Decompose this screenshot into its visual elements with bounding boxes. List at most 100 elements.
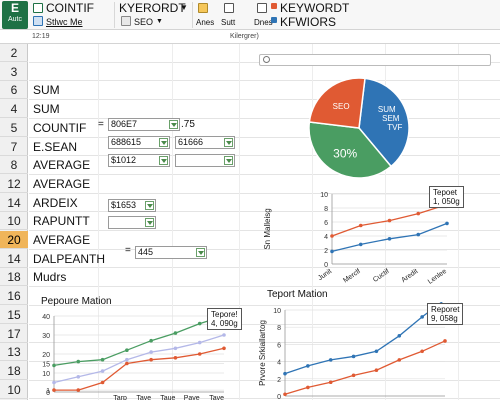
- row-header[interactable]: 10: [0, 381, 28, 399]
- row-header[interactable]: 8: [0, 156, 28, 175]
- data-point[interactable]: [52, 388, 56, 392]
- average-dropdown-2-icon[interactable]: [224, 156, 233, 165]
- data-point[interactable]: [52, 363, 56, 368]
- data-point[interactable]: [125, 361, 129, 366]
- data-point[interactable]: [328, 380, 333, 385]
- row-header[interactable]: 2: [0, 44, 28, 62]
- ardeix-dropdown-icon[interactable]: [145, 201, 154, 210]
- data-point[interactable]: [387, 237, 392, 241]
- cell-label[interactable]: AVERAGE: [33, 176, 91, 191]
- average-input[interactable]: $1012: [108, 154, 170, 167]
- pie-slice[interactable]: [308, 77, 366, 129]
- rapuntt-input[interactable]: [108, 216, 156, 229]
- data-point[interactable]: [420, 349, 424, 354]
- chart-search-input[interactable]: [259, 54, 491, 66]
- data-point[interactable]: [197, 321, 202, 326]
- data-point[interactable]: [283, 371, 287, 376]
- data-point[interactable]: [197, 340, 202, 345]
- data-point[interactable]: [416, 211, 421, 216]
- row-header[interactable]: 15: [0, 306, 28, 324]
- data-point[interactable]: [358, 223, 363, 228]
- cell-label[interactable]: AVERAGE: [33, 158, 91, 173]
- data-point[interactable]: [222, 333, 226, 337]
- row-header[interactable]: 4: [0, 100, 28, 119]
- keyword-button-2[interactable]: KEYWORDT: [280, 1, 350, 15]
- row-header[interactable]: 14: [0, 194, 28, 212]
- data-point[interactable]: [328, 358, 333, 362]
- seo-button[interactable]: SEO: [134, 17, 154, 27]
- data-point[interactable]: [125, 348, 129, 352]
- data-point[interactable]: [52, 380, 56, 385]
- esean-dropdown-1-icon[interactable]: [159, 138, 168, 147]
- tool-button-3[interactable]: Dnes: [254, 18, 273, 27]
- data-point[interactable]: [283, 392, 287, 397]
- cell-label[interactable]: AVERAGE: [33, 233, 91, 247]
- data-point[interactable]: [100, 369, 105, 373]
- countif-input[interactable]: 806E7: [108, 118, 180, 131]
- dalpeanth-dropdown-icon[interactable]: [196, 248, 205, 257]
- data-point[interactable]: [374, 349, 379, 354]
- data-point[interactable]: [149, 357, 153, 362]
- row-header[interactable]: 20: [0, 231, 28, 249]
- rapuntt-dropdown-icon[interactable]: [145, 218, 154, 227]
- esean-input-1[interactable]: 688615: [108, 136, 170, 149]
- countif-button[interactable]: COINTIF: [46, 1, 94, 15]
- data-point[interactable]: [330, 234, 334, 238]
- row-header[interactable]: 18: [0, 268, 28, 287]
- data-point[interactable]: [173, 356, 178, 360]
- data-point[interactable]: [76, 388, 81, 392]
- data-point[interactable]: [173, 346, 178, 351]
- pie-slice[interactable]: [308, 121, 393, 179]
- line-chart-1[interactable]: 0 2 4 6 8 10 Junit Merclf Cuctif Aredit Lenlee Sn M…: [262, 186, 462, 292]
- row-header[interactable]: 5: [0, 119, 28, 137]
- row-header[interactable]: 10: [0, 212, 28, 231]
- cell-label[interactable]: Mudrs: [33, 270, 67, 285]
- data-point[interactable]: [76, 375, 81, 379]
- row-header[interactable]: 14: [0, 250, 28, 268]
- dalpeanth-input[interactable]: 445: [135, 246, 207, 259]
- name-box[interactable]: 12:19: [32, 33, 50, 40]
- data-point[interactable]: [445, 221, 449, 226]
- cell-label[interactable]: E.SEAN: [33, 139, 78, 154]
- data-point[interactable]: [173, 331, 178, 335]
- pie-chart[interactable]: SUM SEM TVF 30% SEO: [289, 66, 429, 196]
- cell-label[interactable]: SUM: [33, 83, 60, 98]
- data-point[interactable]: [387, 218, 392, 223]
- paste-button[interactable]: E Autc: [2, 1, 28, 29]
- cell-label[interactable]: DALPEANTH: [33, 251, 106, 266]
- dropdown-chevron-icon[interactable]: ▼: [180, 3, 188, 12]
- worksheet-grid[interactable]: SUM SUM COUNTIF E.SEAN AVERAGE AVERAGE ARDEIX R…: [29, 44, 500, 400]
- row-header[interactable]: 6: [0, 81, 28, 100]
- data-point[interactable]: [222, 346, 226, 351]
- data-point[interactable]: [358, 242, 363, 247]
- row-header[interactable]: 7: [0, 138, 28, 156]
- average-dropdown-icon[interactable]: [159, 156, 168, 165]
- data-point[interactable]: [306, 364, 310, 368]
- data-point[interactable]: [149, 350, 153, 354]
- data-point[interactable]: [397, 334, 402, 338]
- cell-label[interactable]: ARDEIX: [33, 195, 78, 210]
- formula-text[interactable]: Kilergrer): [230, 33, 259, 40]
- keyword-button-3[interactable]: KFWIORS: [280, 15, 336, 29]
- keyword-button-1[interactable]: KYERORDT: [119, 1, 186, 15]
- esean-input-2[interactable]: 61666: [175, 136, 235, 149]
- tool-button-1[interactable]: Anes: [196, 18, 215, 27]
- cell-label[interactable]: RAPUNTT: [33, 214, 90, 229]
- cell-label[interactable]: COUNTIF: [33, 120, 87, 135]
- data-point[interactable]: [306, 385, 310, 390]
- data-point[interactable]: [330, 249, 334, 254]
- line-chart-2[interactable]: 01 10 15 20 30 40 Tarp Tave Taue Pave Tave: [29, 308, 234, 400]
- pie-slice[interactable]: [358, 77, 410, 168]
- data-point[interactable]: [125, 357, 129, 362]
- row-header[interactable]: 16: [0, 287, 28, 306]
- row-header[interactable]: 18: [0, 362, 28, 380]
- row-header[interactable]: 3: [0, 63, 28, 81]
- line-chart-3[interactable]: 0 2 4 6 8 10 Prvore Srkiallartog: [257, 302, 457, 400]
- data-point[interactable]: [100, 357, 105, 362]
- countif-dropdown-icon[interactable]: [169, 120, 178, 129]
- data-point[interactable]: [351, 373, 356, 378]
- data-point[interactable]: [100, 380, 105, 385]
- data-point[interactable]: [149, 338, 153, 343]
- row-header[interactable]: 12: [0, 175, 28, 193]
- ardeix-input[interactable]: $1653: [108, 199, 156, 212]
